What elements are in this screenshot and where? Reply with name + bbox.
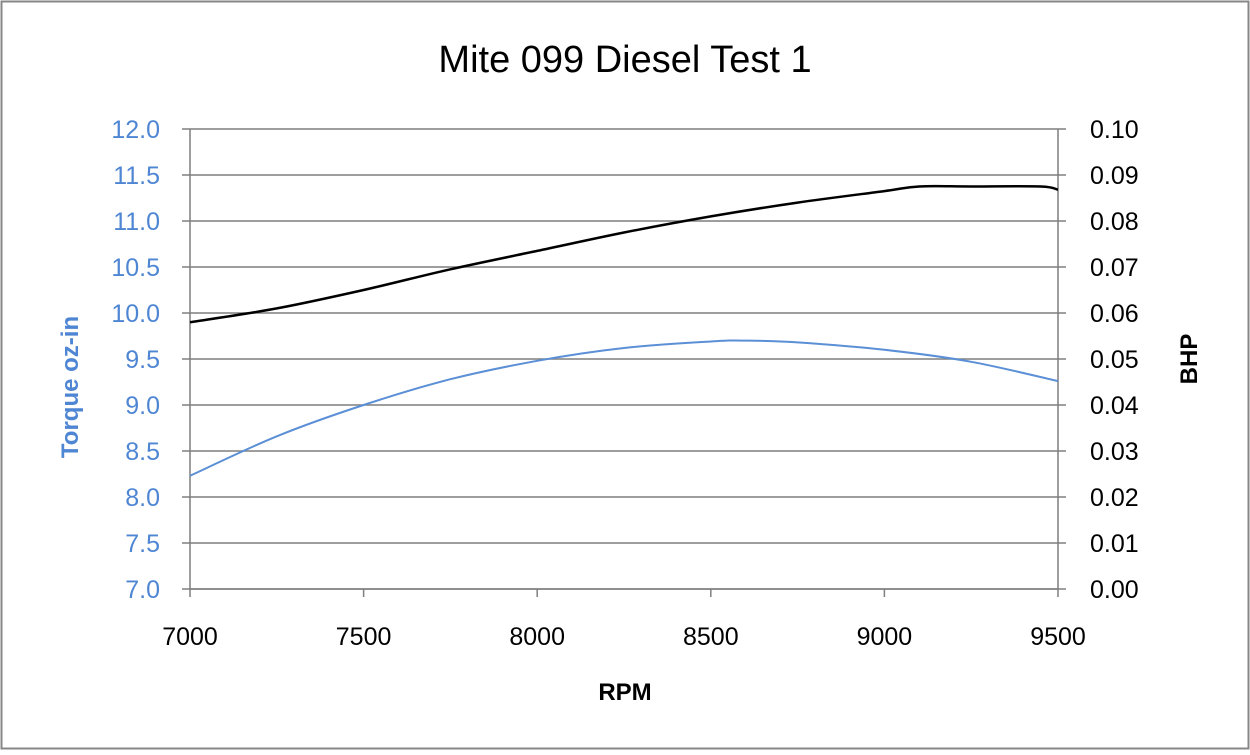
y-right-tick-label: 0.01 [1090, 530, 1139, 558]
y-right-tick-label: 0.06 [1090, 300, 1139, 328]
y-left-tick-label: 8.5 [125, 438, 160, 466]
gridlines [190, 128, 1058, 590]
y-left-tick-label: 11.5 [113, 162, 160, 190]
y-left-tick-label: 11.0 [113, 208, 160, 236]
x-axis-label: RPM [598, 679, 651, 706]
y-right-tick-label: 0.05 [1090, 346, 1139, 374]
y-right-tick-label: 0.04 [1090, 392, 1139, 420]
y-left-tick-label: 10.5 [111, 254, 160, 282]
x-tick-label: 8500 [683, 623, 739, 651]
y-axis-right-label: BHP [1176, 334, 1203, 385]
y-right-tick-label: 0.03 [1090, 438, 1139, 466]
x-tick-label: 8000 [509, 623, 565, 651]
x-tick-label: 9500 [1030, 623, 1086, 651]
axes [182, 128, 1066, 597]
y-axis-left-label: Torque oz-in [57, 316, 84, 458]
x-tick-label: 7000 [162, 623, 218, 651]
x-tick-label: 7500 [336, 623, 392, 651]
y-right-tick-label: 0.09 [1090, 162, 1139, 190]
y-right-tick-label: 0.10 [1090, 116, 1139, 144]
tick-labels: 12.0 11.5 11.0 10.5 10.0 9.5 9.0 8.5 8.0 7.5 7.0 0.… [111, 116, 1138, 651]
y-left-tick-label: 9.0 [125, 392, 160, 420]
y-right-tick-label: 0.02 [1090, 484, 1139, 512]
series-lines [189, 184, 1059, 477]
y-left-tick-label: 7.0 [125, 576, 160, 604]
y-left-tick-label: 12.0 [111, 116, 160, 144]
bhp-series-line [189, 184, 1059, 324]
y-right-tick-label: 0.00 [1090, 576, 1139, 604]
chart-title: Mite 099 Diesel Test 1 [438, 39, 811, 81]
torque-series-line [189, 339, 1059, 477]
y-left-tick-label: 8.0 [125, 484, 160, 512]
y-left-tick-label: 9.5 [125, 346, 160, 374]
y-left-tick-label: 10.0 [111, 300, 160, 328]
y-right-tick-label: 0.08 [1090, 208, 1139, 236]
y-right-tick-label: 0.07 [1090, 254, 1139, 282]
x-tick-label: 9000 [857, 623, 913, 651]
y-left-tick-label: 7.5 [125, 530, 160, 558]
